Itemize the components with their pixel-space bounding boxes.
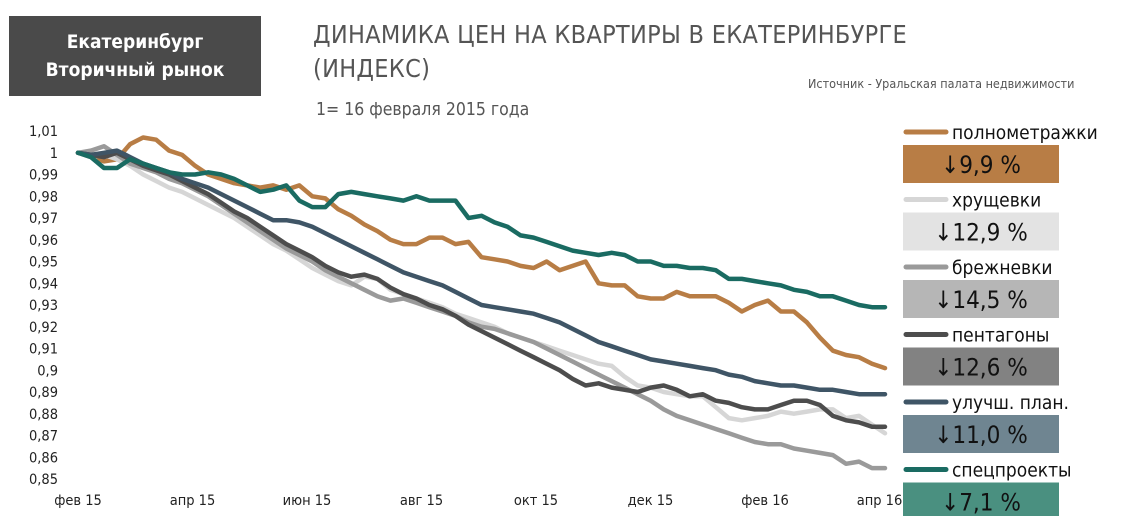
y-tick-label: 0,87 <box>29 429 58 445</box>
change-value: ↓12,6 % <box>934 354 1028 382</box>
badge-line-2: Вторичный рынок <box>45 59 225 81</box>
series-line-1 <box>75 150 888 436</box>
legend-label: брежневки <box>952 257 1053 279</box>
change-value: ↓9,9 % <box>941 151 1021 179</box>
y-tick-label: 0,95 <box>29 255 58 271</box>
y-tick-label: 0,93 <box>29 298 58 314</box>
legend-label: полнометражки <box>952 122 1098 144</box>
change-value: ↓14,5 % <box>934 286 1028 314</box>
y-tick-label: 0,9 <box>37 363 58 379</box>
change-value: ↓12,9 % <box>934 219 1028 247</box>
y-tick-label: 0,92 <box>29 320 58 336</box>
x-tick-label: окт 15 <box>514 493 558 509</box>
index-base-note: 1= 16 февраля 2015 года <box>316 100 530 120</box>
change-value: ↓11,0 % <box>934 421 1028 449</box>
legend-label: хрущевки <box>952 190 1041 212</box>
series-line-3 <box>75 150 888 430</box>
x-axis: фев 15 апр 15 июн 15 авг 15 окт 15 дек 15 фев … <box>54 493 902 509</box>
y-tick-label: 0,98 <box>29 189 58 205</box>
change-box <box>903 415 1059 453</box>
x-tick-label: дек 15 <box>628 493 674 509</box>
change-box <box>903 212 1059 251</box>
legend-label: улучш. план. <box>952 392 1069 414</box>
x-tick-label: фев 16 <box>741 493 789 509</box>
legend-label: пентагоны <box>952 325 1049 347</box>
legend-label: спецпроекты <box>952 460 1072 482</box>
y-axis: 1,01 1 0,99 0,98 0,97 0,96 0,95 0,94 0,93 0,92 0,9… <box>29 124 58 488</box>
change-value: ↓7,1 % <box>941 489 1021 516</box>
x-tick-label: апр 15 <box>170 493 216 509</box>
change-box <box>903 347 1059 386</box>
chart-title: ДИНАМИКА ЦЕН НА КВАРТИРЫ В ЕКАТЕРИНБУРГЕ… <box>313 20 908 83</box>
badge-line-1: Екатеринбург <box>66 31 204 53</box>
y-tick-label: 0,99 <box>29 168 58 184</box>
region-badge: Екатеринбург Вторичный рынок <box>9 16 261 96</box>
change-box <box>903 145 1059 183</box>
y-tick-label: 0,88 <box>29 407 58 423</box>
y-tick-label: 0,85 <box>29 472 58 488</box>
x-tick-label: фев 15 <box>54 493 102 509</box>
y-tick-label: 0,97 <box>29 211 58 227</box>
change-box <box>903 482 1059 516</box>
y-tick-label: 1,01 <box>29 124 58 140</box>
x-tick-label: июн 15 <box>283 493 332 509</box>
y-tick-label: 0,94 <box>29 276 58 292</box>
x-tick-label: авг 15 <box>400 493 443 509</box>
x-tick-label: апр 16 <box>857 493 903 509</box>
change-box <box>903 280 1059 318</box>
y-tick-label: 0,86 <box>29 450 58 466</box>
y-tick-label: 0,91 <box>29 342 58 358</box>
series-lines <box>75 135 888 471</box>
y-tick-label: 0,89 <box>29 385 58 401</box>
series-line-4 <box>75 148 888 397</box>
y-tick-label: 0,96 <box>29 233 58 249</box>
source-note: Источник - Уральская палата недвижимости <box>808 76 1075 91</box>
series-line-5 <box>75 150 888 310</box>
series-line-0 <box>75 135 888 371</box>
y-tick-label: 1 <box>50 146 58 162</box>
legend: полнометражки ↓9,9 % хрущевки ↓12,9 % брежне… <box>903 122 1098 516</box>
